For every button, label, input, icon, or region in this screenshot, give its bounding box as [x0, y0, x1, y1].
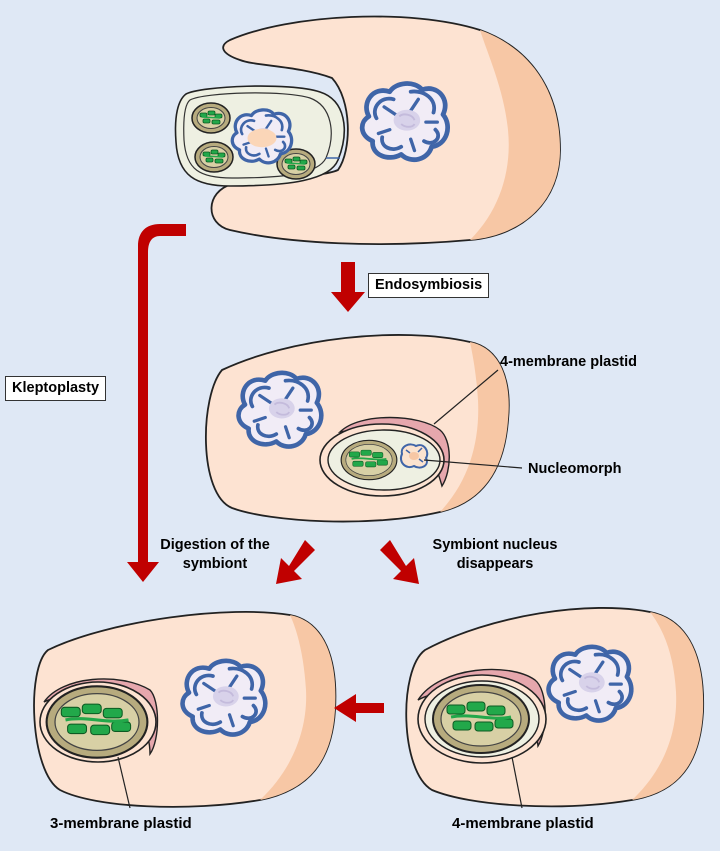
endosymbiosis-label: Endosymbiosis: [368, 273, 490, 298]
nucleomorph-label: Nucleomorph: [528, 461, 622, 477]
middle-host-cell: [204, 334, 523, 523]
three-membrane-plastid-label: 3-membrane plastid: [50, 815, 192, 832]
chloroplast-icon: [340, 439, 398, 481]
digestion-of-the-symbiont-label: Digestion of the symbiont: [160, 537, 270, 572]
endosymbiosis-arrow-icon: [331, 262, 365, 312]
chloroplast-icon: [431, 683, 531, 755]
host-nucleus-icon: [549, 647, 632, 721]
symbiont-nucleus-icon: [230, 108, 294, 165]
chloroplast-icon: [45, 684, 149, 760]
kleptoplasty-arrow-icon: [127, 224, 186, 582]
nucleomorph-icon: [399, 443, 429, 469]
nucleus-disappears-arrow-icon: [380, 540, 419, 584]
host-nucleus-icon: [183, 661, 266, 735]
digestion-arrow-icon: [276, 540, 315, 584]
chloroplast-icon: [191, 102, 231, 134]
bottom-right-host-cell: [405, 607, 705, 809]
kleptoplasty-label: Kleptoplasty: [5, 376, 107, 401]
chloroplast-icon: [194, 141, 234, 173]
symbiont-nucleus-disappears-label: Symbiont nucleus disappears: [432, 537, 558, 572]
reduction-arrow-icon: [334, 694, 384, 722]
host-nucleus-icon: [239, 373, 322, 447]
four-membrane-plastid-label-top: 4-membrane plastid: [500, 354, 637, 370]
top-host-cell: [174, 15, 561, 245]
four-membrane-plastid-label-bottom: 4-membrane plastid: [452, 815, 594, 832]
bottom-left-host-cell: [33, 611, 337, 809]
host-nucleus-icon: [362, 84, 447, 160]
